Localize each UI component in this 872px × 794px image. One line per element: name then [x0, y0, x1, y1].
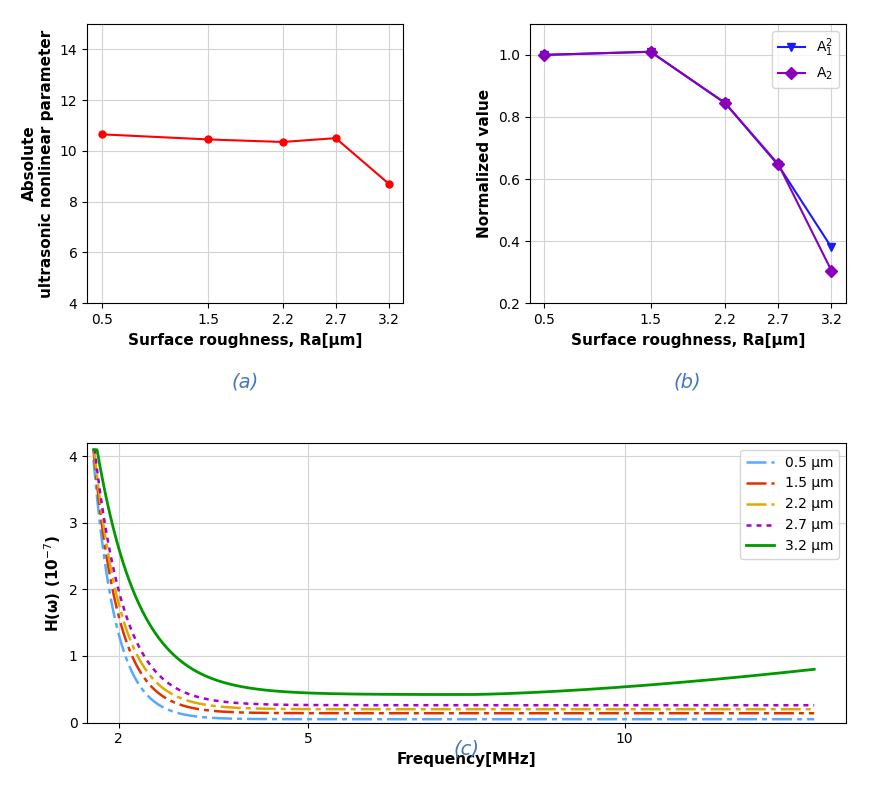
2.7 μm — [809, 700, 820, 710]
2.7 μm — [88, 445, 99, 454]
0.5 μm — [439, 715, 449, 724]
Text: (b): (b) — [674, 372, 702, 391]
3.2 μm — [439, 690, 449, 700]
0.5 μm — [809, 715, 820, 724]
3.2 μm — [88, 445, 99, 454]
Line: 3.2 μm: 3.2 μm — [93, 449, 814, 695]
0.5 μm — [419, 715, 430, 724]
X-axis label: Surface roughness, Ra[μm]: Surface roughness, Ra[μm] — [128, 333, 363, 348]
2.2 μm — [419, 704, 430, 714]
0.5 μm — [88, 455, 99, 464]
A$_1^2$ — [719, 98, 730, 108]
Legend: 0.5 μm, 1.5 μm, 2.2 μm, 2.7 μm, 3.2 μm: 0.5 μm, 1.5 μm, 2.2 μm, 2.7 μm, 3.2 μm — [740, 450, 839, 559]
1.5 μm — [419, 708, 430, 718]
Text: (a): (a) — [232, 372, 259, 391]
0.5 μm — [656, 715, 666, 724]
2.2 μm — [88, 445, 99, 454]
Line: 0.5 μm: 0.5 μm — [93, 460, 814, 719]
X-axis label: Surface roughness, Ra[μm]: Surface roughness, Ra[μm] — [570, 333, 805, 348]
Line: 2.2 μm: 2.2 μm — [93, 449, 814, 709]
Legend: A$_1^2$, A$_2$: A$_1^2$, A$_2$ — [772, 31, 839, 88]
Y-axis label: Normalized value: Normalized value — [478, 89, 493, 238]
Y-axis label: H(ω) (10$^{-7}$): H(ω) (10$^{-7}$) — [43, 534, 63, 631]
Line: A$_1^2$: A$_1^2$ — [540, 48, 835, 252]
A$_2$ — [539, 50, 549, 60]
0.5 μm — [788, 715, 799, 724]
Line: 1.5 μm: 1.5 μm — [93, 450, 814, 713]
2.7 μm — [125, 622, 135, 632]
A$_2$ — [645, 47, 656, 56]
0.5 μm — [125, 664, 135, 673]
2.2 μm — [125, 635, 135, 645]
2.7 μm — [787, 700, 798, 710]
3.2 μm — [125, 579, 135, 588]
1.5 μm — [439, 708, 449, 718]
A$_1^2$ — [773, 160, 783, 170]
A$_1^2$ — [827, 243, 837, 252]
2.2 μm — [439, 704, 449, 714]
3.2 μm — [809, 665, 820, 674]
2.7 μm — [419, 700, 430, 710]
1.5 μm — [125, 647, 135, 657]
3.2 μm — [788, 667, 799, 676]
2.7 μm — [788, 700, 799, 710]
3.2 μm — [788, 667, 799, 676]
2.2 μm — [788, 704, 799, 714]
3.2 μm — [656, 679, 666, 688]
1.5 μm — [809, 708, 820, 718]
1.5 μm — [788, 708, 799, 718]
1.5 μm — [88, 445, 99, 455]
1.5 μm — [656, 708, 666, 718]
2.7 μm — [439, 700, 449, 710]
2.2 μm — [787, 704, 798, 714]
Line: A$_2$: A$_2$ — [540, 48, 835, 275]
1.5 μm — [787, 708, 798, 718]
3.2 μm — [419, 690, 430, 700]
Line: 2.7 μm: 2.7 μm — [93, 449, 814, 705]
Text: (c): (c) — [453, 740, 480, 759]
A$_2$ — [773, 160, 783, 169]
3.2 μm — [461, 690, 472, 700]
A$_1^2$ — [539, 50, 549, 60]
Y-axis label: Absolute
ultrasonic nonlinear parameter: Absolute ultrasonic nonlinear parameter — [22, 29, 54, 298]
X-axis label: Frequency[MHz]: Frequency[MHz] — [397, 752, 536, 767]
2.2 μm — [809, 704, 820, 714]
2.2 μm — [656, 704, 666, 714]
0.5 μm — [787, 715, 798, 724]
A$_2$ — [719, 98, 730, 108]
A$_1^2$ — [645, 47, 656, 56]
2.7 μm — [656, 700, 666, 710]
A$_2$ — [827, 266, 837, 276]
